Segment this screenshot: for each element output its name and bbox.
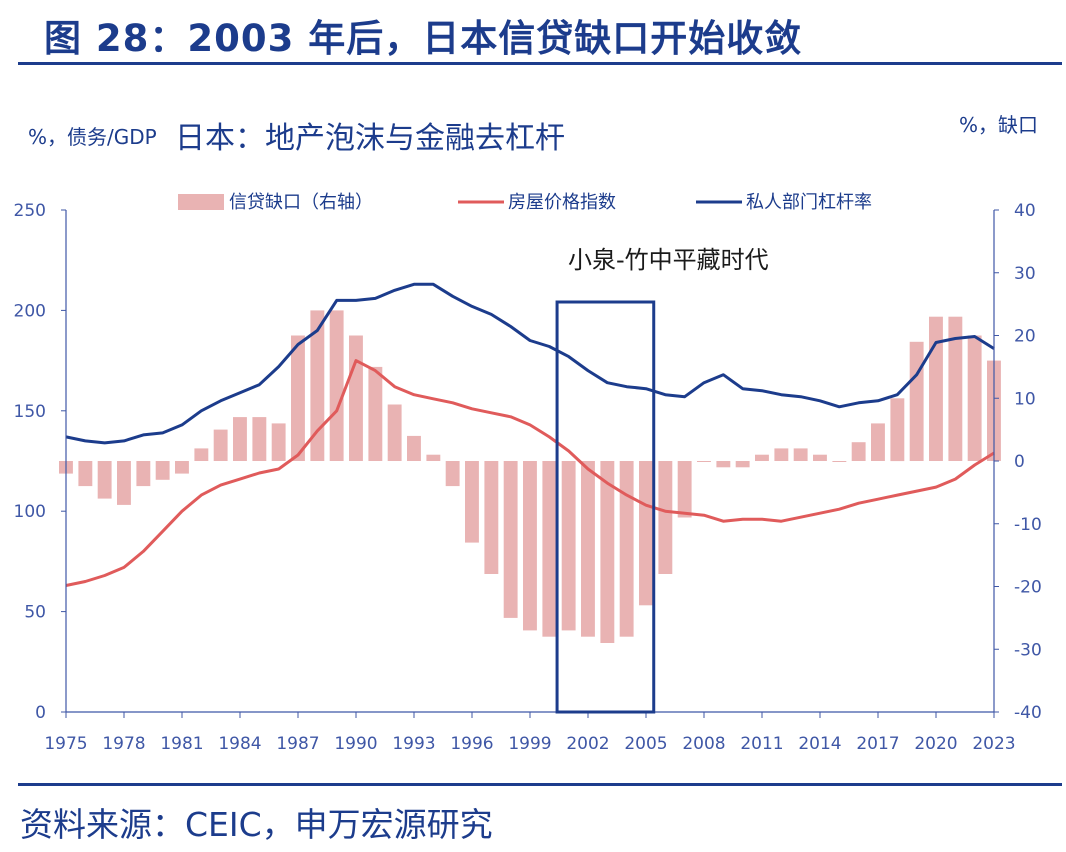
credit-gap-bar-1990: [349, 335, 363, 461]
house-price-line: [65, 359, 995, 587]
credit-gap-bar-1994: [426, 454, 441, 461]
x-tick-label: 1975: [44, 734, 87, 754]
credit-gap-bar-1985: [252, 417, 267, 461]
credit-gap-bar-2015: [832, 461, 847, 462]
credit-gap-bar-1978: [117, 461, 131, 505]
legend-label-credit-gap: 信贷缺口（右轴）: [229, 192, 373, 213]
x-tick-label: 2017: [856, 734, 899, 754]
x-tick-label: 1993: [392, 734, 435, 754]
legend-label-house-price: 房屋价格指数: [508, 192, 616, 213]
credit-gap-bar-1999: [523, 461, 537, 631]
koizumi-era-box: [555, 300, 656, 714]
chart-title: 日本：地产泡沫与金融去杠杆: [175, 121, 565, 156]
source-note: 资料来源：CEIC，申万宏源研究: [20, 805, 493, 844]
x-tick-label: 2020: [914, 734, 957, 754]
x-tick-label: 2008: [682, 734, 725, 754]
legend-swatch-credit-gap: [178, 194, 224, 210]
credit-gap-bar-2016: [851, 442, 866, 461]
right-tick-label: 10: [1014, 389, 1036, 409]
credit-gap-bar-2019: [909, 341, 924, 461]
credit-gap-bar-2000: [542, 461, 557, 637]
left-tick-label: 200: [14, 301, 46, 321]
credit-gap-bar-2004: [619, 461, 634, 637]
credit-gap-bar-1997: [484, 461, 499, 574]
credit-gap-bar-2021: [948, 316, 963, 461]
right-tick-label: -20: [1014, 578, 1042, 598]
credit-gap-bar-1995: [445, 461, 460, 487]
left-tick-label: 250: [14, 201, 46, 221]
credit-gap-bar-1982: [194, 448, 209, 461]
credit-gap-bar-2018: [890, 398, 905, 462]
credit-gap-bar-2008: [697, 461, 711, 462]
credit-gap-bar-1983: [213, 429, 228, 461]
credit-gap-bar-2022: [967, 335, 982, 461]
right-tick-label: 30: [1014, 264, 1036, 284]
left-tick-label: 50: [24, 603, 46, 623]
credit-gap-bar-1984: [233, 417, 247, 461]
left-tick-label: 0: [35, 703, 46, 723]
credit-gap-bar-2005: [639, 461, 653, 606]
credit-gap-bar-2006: [658, 461, 673, 574]
credit-gap-bar-1988: [310, 310, 325, 461]
right-tick-label: -10: [1014, 515, 1042, 535]
credit-gap-bar-1980: [155, 461, 170, 480]
x-tick-label: 1987: [276, 734, 319, 754]
credit-gap-bar-1977: [97, 461, 112, 499]
credit-gap-bar-1996: [465, 461, 479, 543]
credit-gap-bar-1981: [175, 461, 189, 474]
x-tick-label: 1981: [160, 734, 203, 754]
right-tick-label: -40: [1014, 703, 1042, 723]
koizumi-era-label: 小泉-竹中平藏时代: [568, 246, 769, 274]
left-axis-label: %，债务/GDP: [28, 125, 157, 149]
credit-gap-bar-2013: [793, 448, 808, 461]
x-tick-label: 2002: [566, 734, 609, 754]
credit-gap-bar-2007: [677, 461, 692, 518]
credit-gap-bar-1976: [78, 461, 93, 487]
left-tick-label: 150: [14, 402, 46, 422]
credit-gap-bar-1993: [407, 435, 421, 461]
credit-gap-bar-2011: [755, 454, 769, 461]
credit-gap-bar-1986: [271, 423, 286, 461]
right-tick-label: 40: [1014, 201, 1036, 221]
credit-gap-bar-1979: [136, 461, 151, 487]
figure-title: 图 28：2003 年后，日本信贷缺口开始收敛: [44, 17, 803, 60]
right-tick-label: 20: [1014, 327, 1036, 347]
x-tick-label: 1978: [102, 734, 145, 754]
x-tick-label: 2014: [798, 734, 841, 754]
credit-gap-bar-2014: [813, 454, 827, 461]
right-axis-label: %，缺口: [959, 113, 1038, 137]
credit-gap-bar-1992: [387, 404, 402, 461]
credit-gap-bar-2003: [600, 461, 615, 643]
credit-gap-bar-1991: [368, 366, 383, 461]
left-tick-label: 100: [14, 502, 46, 522]
x-tick-label: 2023: [972, 734, 1015, 754]
right-tick-label: -30: [1014, 640, 1042, 660]
credit-gap-bar-2017: [871, 423, 885, 461]
top-rule: [18, 62, 1062, 65]
credit-gap-bar-1989: [329, 310, 344, 461]
credit-gap-bar-2010: [735, 461, 750, 468]
x-tick-label: 1999: [508, 734, 551, 754]
x-tick-label: 1996: [450, 734, 493, 754]
x-tick-label: 1990: [334, 734, 377, 754]
credit-gap-bar-1987: [291, 335, 305, 461]
leverage-line: [65, 282, 995, 445]
legend-label-leverage: 私人部门杠杆率: [746, 192, 872, 213]
credit-gap-bar-2001: [561, 461, 576, 631]
credit-gap-bar-1998: [503, 461, 518, 618]
x-tick-label: 1984: [218, 734, 261, 754]
x-tick-label: 2011: [740, 734, 783, 754]
bottom-rule: [18, 783, 1062, 786]
credit-gap-bar-2002: [581, 461, 595, 637]
credit-gap-bar-2012: [774, 448, 789, 461]
credit-gap-bar-2009: [716, 461, 731, 468]
right-tick-label: 0: [1014, 452, 1025, 472]
credit-gap-bar-2020: [929, 316, 943, 461]
x-tick-label: 2005: [624, 734, 667, 754]
